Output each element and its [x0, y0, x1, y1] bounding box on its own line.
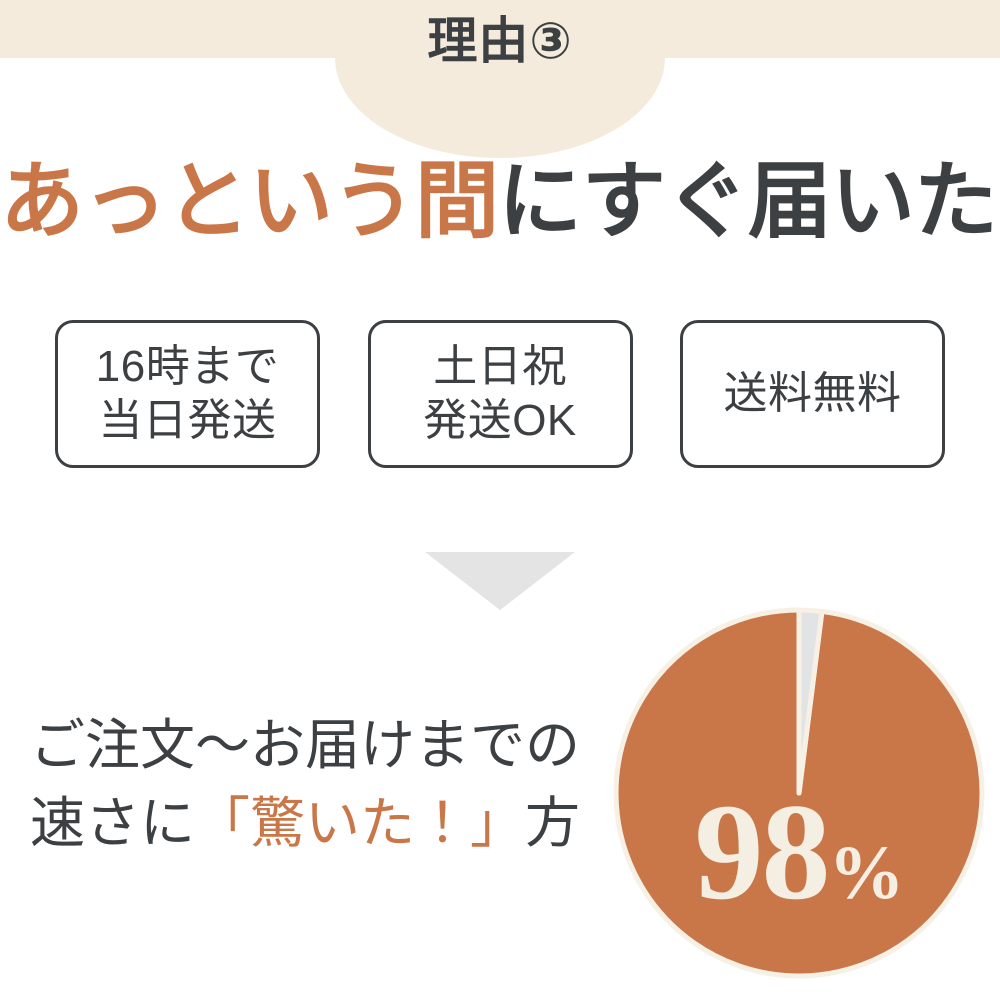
feature-line: 土日祝 — [433, 342, 567, 392]
caption-line-2-accent: 「驚いた！」 — [195, 792, 526, 855]
pie-center-label: 98% — [613, 783, 985, 921]
headline-dark-text: にすぐ届いた！ — [498, 154, 1000, 248]
caption-line-2-post: 方 — [525, 792, 581, 855]
header-banner — [0, 0, 1000, 58]
pie-chart: 98% — [613, 607, 985, 979]
feature-box-weekend-holiday-shipping: 土日祝 発送OK — [367, 320, 633, 468]
feature-line: 当日発送 — [98, 396, 277, 445]
feature-line: 送料無料 — [723, 369, 902, 419]
header-banner-bulge — [335, 58, 665, 158]
triangle-down-icon — [425, 552, 575, 610]
caption-line-2-pre: 速さに — [30, 792, 196, 855]
page-title: あっという間にすぐ届いた！ — [0, 155, 1000, 247]
feature-box-group: 16時まで 当日発送 土日祝 発送OK 送料無料 — [55, 320, 945, 468]
feature-box-same-day-shipping: 16時まで 当日発送 — [55, 320, 320, 468]
caption-line-1: ご注文〜お届けまでの — [30, 714, 581, 776]
pie-chart-svg — [613, 607, 985, 979]
feature-line: 発送OK — [423, 396, 577, 445]
banner-title: 理由③ — [427, 13, 573, 69]
pie-percentage-unit: % — [828, 831, 905, 915]
pie-slice-minor — [796, 607, 825, 796]
chart-caption: ご注文〜お届けまでの 速さに「驚いた！」方 — [30, 706, 610, 862]
pie-percentage-number: 98 — [694, 775, 831, 928]
feature-line: 16時まで — [95, 342, 280, 392]
caption-line-2: 速さに「驚いた！」方 — [30, 784, 610, 862]
feature-box-free-shipping: 送料無料 — [680, 320, 945, 468]
headline-accent-text: あっという間 — [0, 154, 499, 248]
